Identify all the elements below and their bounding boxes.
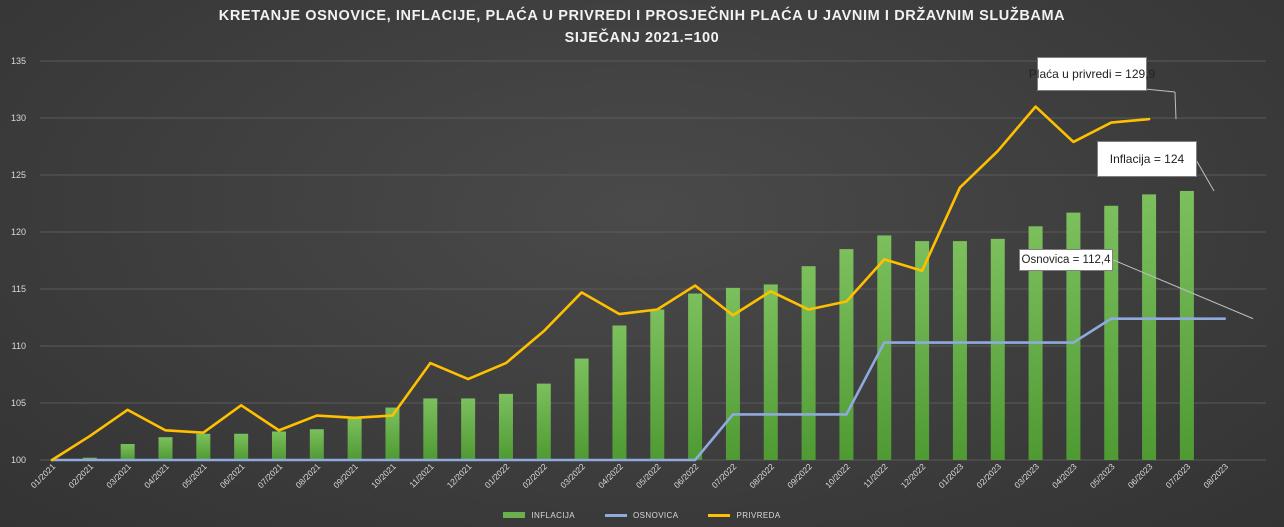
x-tick-label: 10/2021 bbox=[369, 461, 398, 490]
legend-swatch-inflacija bbox=[503, 512, 526, 518]
x-tick-label: 06/2022 bbox=[672, 461, 701, 490]
x-tick-label: 04/2021 bbox=[142, 461, 171, 490]
x-tick-label: 07/2021 bbox=[256, 461, 285, 490]
bar-inflacija bbox=[536, 383, 551, 460]
y-tick-label: 125 bbox=[11, 170, 26, 180]
bar-inflacija bbox=[990, 238, 1005, 460]
legend-label-osnovica: OSNOVICA bbox=[633, 510, 679, 520]
leader-placa bbox=[1144, 88, 1176, 93]
bar-inflacija bbox=[1142, 194, 1157, 460]
bar-inflacija bbox=[1179, 190, 1194, 460]
legend-item-osnovica: OSNOVICA bbox=[605, 511, 678, 520]
x-tick-label: 07/2023 bbox=[1164, 461, 1193, 490]
x-tick-label: 05/2021 bbox=[180, 461, 209, 490]
y-tick-label: 100 bbox=[11, 455, 26, 465]
legend-swatch-privreda bbox=[708, 513, 731, 517]
x-tick-label: 09/2022 bbox=[785, 461, 814, 490]
bar-inflacija bbox=[120, 444, 135, 460]
x-tick-label: 03/2021 bbox=[104, 461, 133, 490]
callout-osnovica: Osnovica = 112,4 bbox=[1019, 249, 1113, 271]
x-tick-label: 05/2023 bbox=[1088, 461, 1117, 490]
y-tick-label: 130 bbox=[11, 113, 26, 123]
chart-title: KRETANJE OSNOVICE, INFLACIJE, PLAĆA U PR… bbox=[218, 8, 1066, 24]
x-tick-label: 10/2022 bbox=[823, 461, 852, 490]
y-tick-label: 135 bbox=[11, 56, 26, 66]
line-privreda bbox=[50, 105, 1151, 462]
x-tick-label: 09/2021 bbox=[331, 461, 360, 490]
x-tick-label: 01/2023 bbox=[937, 461, 966, 490]
x-tick-label: 11/2022 bbox=[861, 461, 890, 490]
bar-inflacija bbox=[952, 241, 967, 460]
bar-inflacija bbox=[196, 433, 211, 460]
y-tick-label: 110 bbox=[12, 341, 26, 351]
bar-inflacija bbox=[385, 407, 400, 460]
x-tick-label: 04/2022 bbox=[596, 461, 625, 490]
x-tick-label: 02/2022 bbox=[520, 461, 549, 490]
leader-osnovica bbox=[1110, 258, 1254, 320]
x-tick-label: 06/2021 bbox=[218, 461, 247, 490]
legend-item-privreda: PRIVREDA bbox=[708, 511, 780, 520]
bar-inflacija bbox=[271, 431, 286, 460]
y-tick-label: 120 bbox=[11, 227, 26, 237]
bar-inflacija bbox=[1066, 212, 1081, 460]
x-tick-label: 03/2023 bbox=[1012, 461, 1041, 490]
x-tick-label: 06/2023 bbox=[1126, 461, 1155, 490]
legend-swatch-osnovica bbox=[605, 513, 628, 517]
callout-inflacija: Inflacija = 124 bbox=[1097, 141, 1197, 177]
x-tick-label: 08/2021 bbox=[293, 461, 322, 490]
bar-inflacija bbox=[801, 266, 816, 460]
bar-inflacija bbox=[1104, 205, 1119, 460]
x-tick-label: 12/2022 bbox=[899, 461, 928, 490]
x-tick-label: 02/2023 bbox=[974, 461, 1003, 490]
bar-inflacija bbox=[839, 249, 854, 460]
x-tick-label: 04/2023 bbox=[1050, 461, 1079, 490]
bar-inflacija bbox=[650, 309, 665, 460]
x-tick-label: 08/2022 bbox=[747, 461, 776, 490]
bar-inflacija bbox=[612, 325, 627, 460]
chart-subtitle: SIJEČANJ 2021.=100 bbox=[564, 30, 720, 46]
bar-inflacija bbox=[498, 393, 513, 460]
bar-inflacija bbox=[763, 284, 778, 460]
bar-inflacija bbox=[309, 429, 324, 460]
x-tick-label: 01/2022 bbox=[483, 461, 512, 490]
bar-inflacija bbox=[158, 437, 173, 460]
leader-placa bbox=[1174, 91, 1177, 120]
bar-inflacija bbox=[347, 417, 362, 460]
x-tick-label: 05/2022 bbox=[634, 461, 663, 490]
legend-item-inflacija: INFLACIJA bbox=[503, 511, 575, 520]
x-tick-label: 03/2022 bbox=[558, 461, 587, 490]
bar-inflacija bbox=[461, 398, 476, 460]
bar-inflacija bbox=[688, 293, 703, 460]
x-tick-label: 01/2021 bbox=[29, 461, 58, 490]
x-tick-label: 12/2021 bbox=[445, 461, 474, 490]
bar-inflacija bbox=[234, 433, 249, 460]
leader-inflacija bbox=[1194, 157, 1215, 192]
bar-inflacija bbox=[423, 398, 438, 460]
legend-label-privreda: PRIVREDA bbox=[736, 510, 781, 520]
x-tick-label: 07/2022 bbox=[710, 461, 739, 490]
bar-inflacija bbox=[574, 358, 589, 460]
x-tick-label: 08/2023 bbox=[1201, 461, 1230, 490]
x-tick-label: 11/2021 bbox=[407, 461, 436, 490]
callout-placa: Plaća u privredi = 129,9 bbox=[1029, 57, 1155, 91]
legend: INFLACIJA OSNOVICA PRIVREDA bbox=[0, 508, 1284, 522]
x-tick-label: 02/2021 bbox=[66, 461, 95, 490]
y-tick-label: 115 bbox=[12, 284, 26, 294]
line-osnovica bbox=[50, 317, 1227, 462]
bar-inflacija bbox=[877, 235, 892, 460]
bar-inflacija bbox=[915, 241, 930, 460]
legend-label-inflacija: INFLACIJA bbox=[531, 510, 576, 520]
y-tick-label: 105 bbox=[11, 398, 26, 408]
